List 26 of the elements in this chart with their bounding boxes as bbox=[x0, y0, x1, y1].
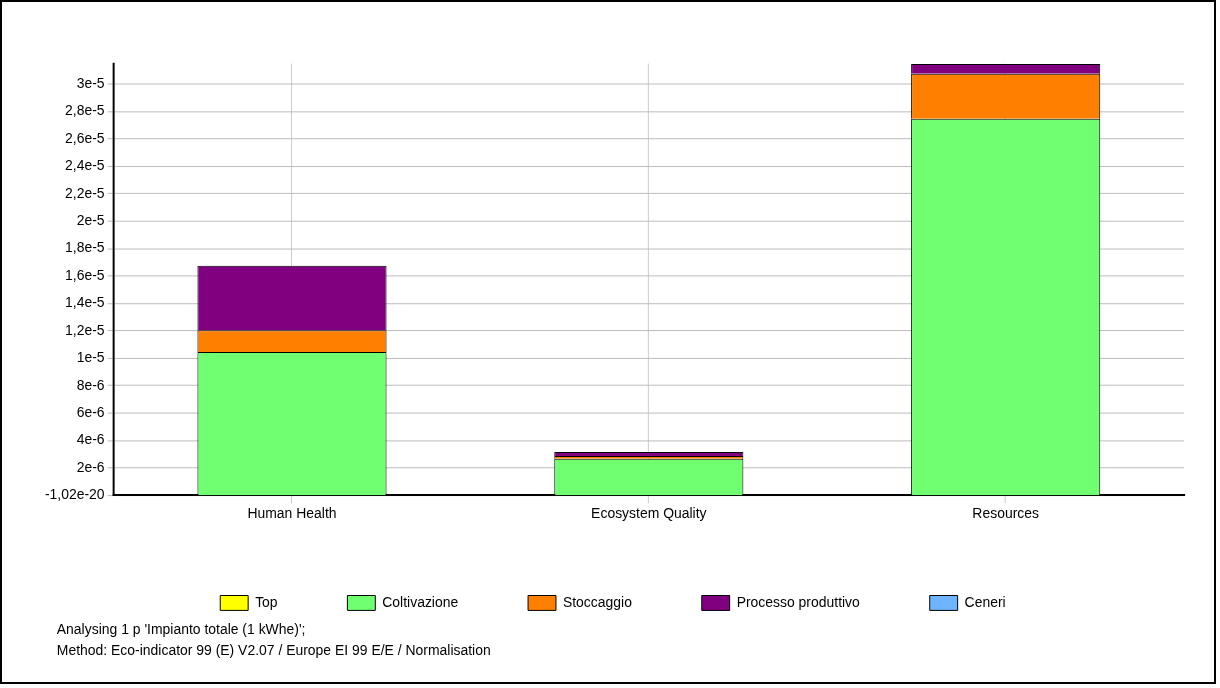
text: Method: Eco-indicator 99 (E) V2.07 / Europe EI 99 E/E / Normalisation bbox=[56, 642, 491, 659]
y-tick-label: 2e-6 bbox=[76, 458, 105, 475]
legend-label: Ceneri bbox=[964, 593, 1006, 610]
legend-label: Coltivazione bbox=[382, 593, 459, 610]
y-tick-label: 1,2e-5 bbox=[65, 321, 105, 338]
y-tick-label: -1,02e-20 bbox=[44, 486, 105, 503]
legend-label: Stoccaggio bbox=[562, 593, 633, 610]
y-tick-label: 6e-6 bbox=[76, 403, 105, 420]
y-tick-label: 3e-5 bbox=[76, 75, 105, 92]
y-tick-label: 8e-6 bbox=[76, 376, 105, 393]
text: Analysing 1 p 'Impianto totale (1 kWhe)'; bbox=[56, 621, 306, 638]
y-tick-label: 2,4e-5 bbox=[65, 157, 105, 174]
x-tick-label: Human Health bbox=[247, 505, 337, 522]
y-tick-label: 2,8e-5 bbox=[65, 102, 105, 119]
y-tick-label: 1,8e-5 bbox=[65, 239, 105, 256]
x-tick-label: Resources bbox=[972, 505, 1040, 522]
y-tick-label: 1e-5 bbox=[76, 349, 105, 366]
legend-label: Processo produttivo bbox=[736, 593, 861, 610]
y-tick-label: 2,2e-5 bbox=[65, 184, 105, 201]
y-tick-label: 1,6e-5 bbox=[65, 266, 105, 283]
y-tick-label: 2e-5 bbox=[76, 212, 105, 229]
y-tick-label: 4e-6 bbox=[76, 431, 105, 448]
y-tick-label: 2,6e-5 bbox=[65, 129, 105, 146]
x-tick-label: Ecosystem Quality bbox=[591, 505, 707, 522]
y-tick-label: 1,4e-5 bbox=[65, 294, 105, 311]
legend-label: Top bbox=[255, 593, 278, 610]
